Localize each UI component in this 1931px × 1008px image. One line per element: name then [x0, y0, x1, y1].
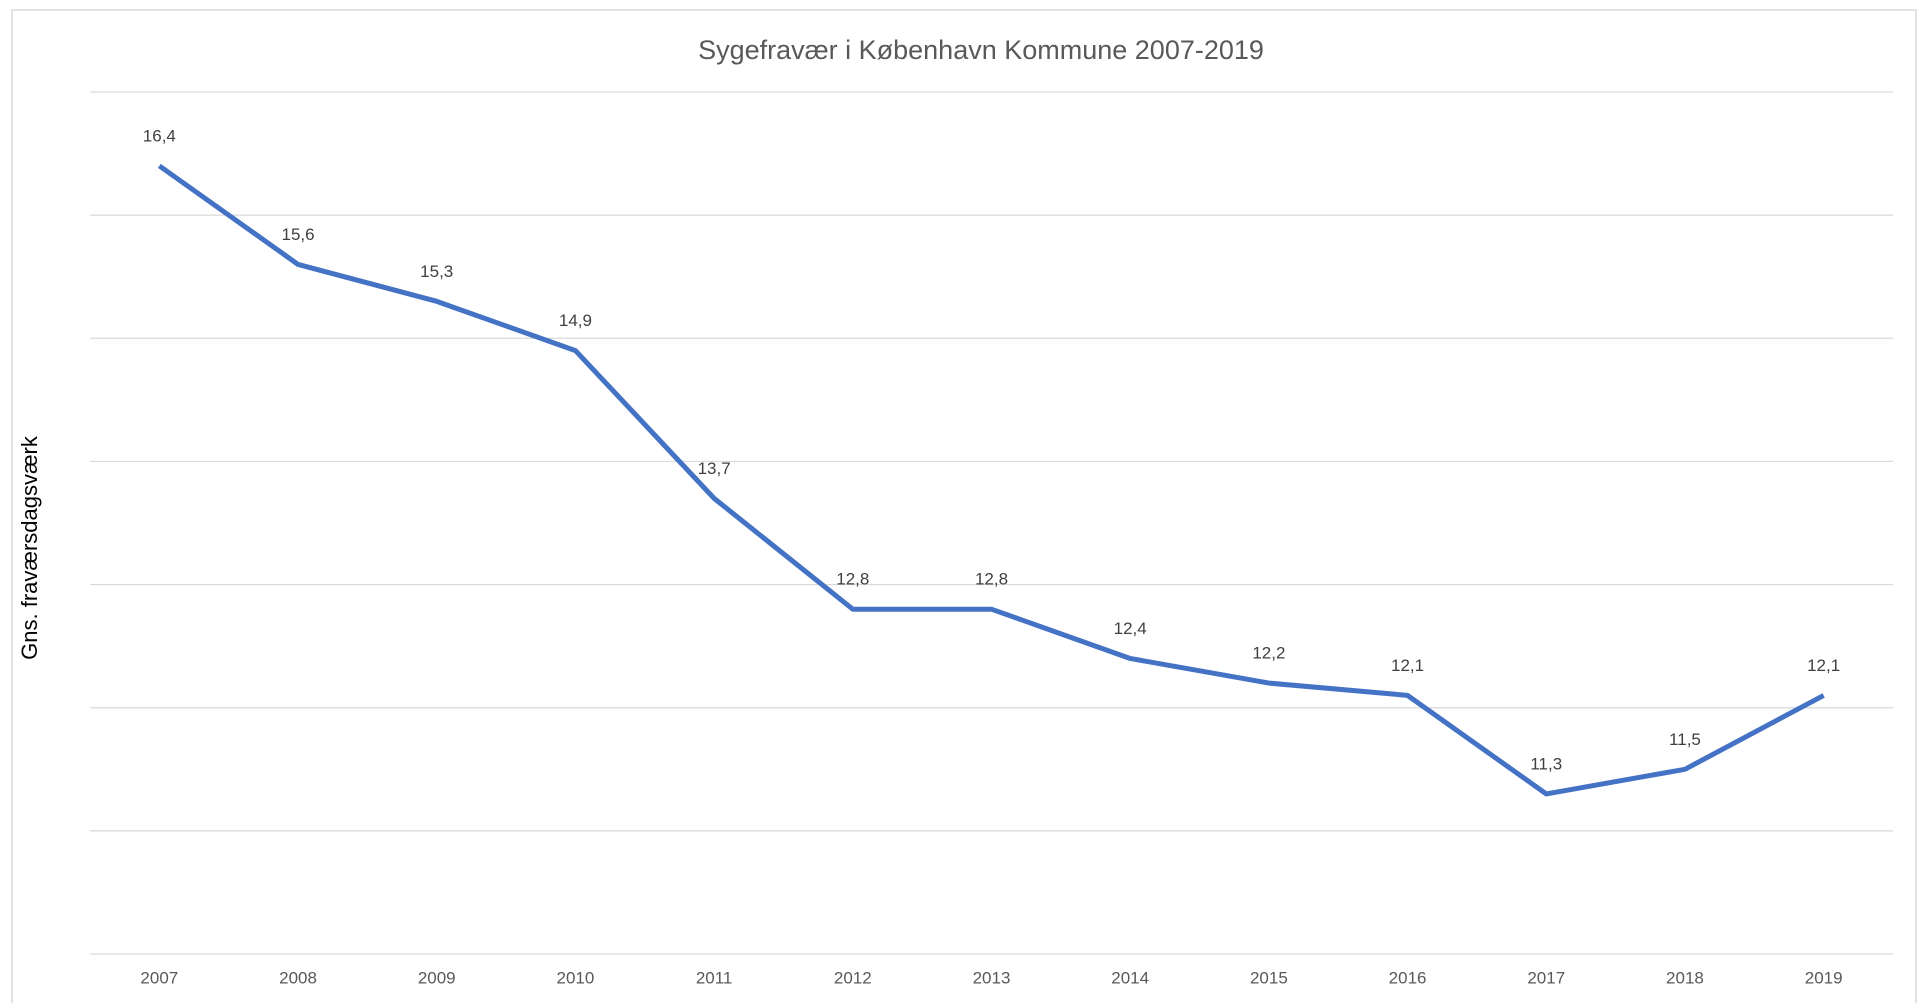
data-label: 11,5	[1669, 730, 1701, 749]
x-tick-label: 2009	[418, 968, 456, 987]
x-tick-label: 2018	[1666, 968, 1704, 987]
x-tick-label: 2013	[973, 968, 1011, 987]
x-tick-label: 2012	[834, 968, 872, 987]
data-label: 12,8	[975, 570, 1008, 589]
data-label: 13,7	[698, 459, 731, 478]
chart-title: Sygefravær i København Kommune 2007-2019	[698, 35, 1264, 65]
data-label: 12,1	[1391, 656, 1424, 675]
x-tick-label: 2017	[1527, 968, 1565, 987]
data-label: 12,4	[1114, 619, 1147, 638]
x-tick-label: 2007	[140, 968, 178, 987]
data-label: 16,4	[143, 126, 176, 145]
x-tick-label: 2008	[279, 968, 317, 987]
data-label: 11,3	[1530, 754, 1562, 773]
x-tick-label: 2014	[1111, 968, 1149, 987]
data-label: 12,2	[1252, 644, 1285, 663]
data-label: 12,1	[1807, 656, 1840, 675]
x-tick-label: 2015	[1250, 968, 1288, 987]
x-tick-label: 2016	[1389, 968, 1427, 987]
data-label: 15,3	[420, 262, 453, 281]
x-tick-label: 2010	[557, 968, 595, 987]
y-axis-label: Gns. fraværsdagsværk	[17, 435, 42, 660]
data-line	[157, 163, 1825, 797]
data-label: 14,9	[559, 311, 592, 330]
data-label: 12,8	[836, 570, 869, 589]
data-label: 15,6	[281, 225, 314, 244]
x-tick-label: 2011	[696, 968, 733, 987]
x-tick-label: 2019	[1805, 968, 1843, 987]
chart-frame	[11, 9, 1917, 1008]
